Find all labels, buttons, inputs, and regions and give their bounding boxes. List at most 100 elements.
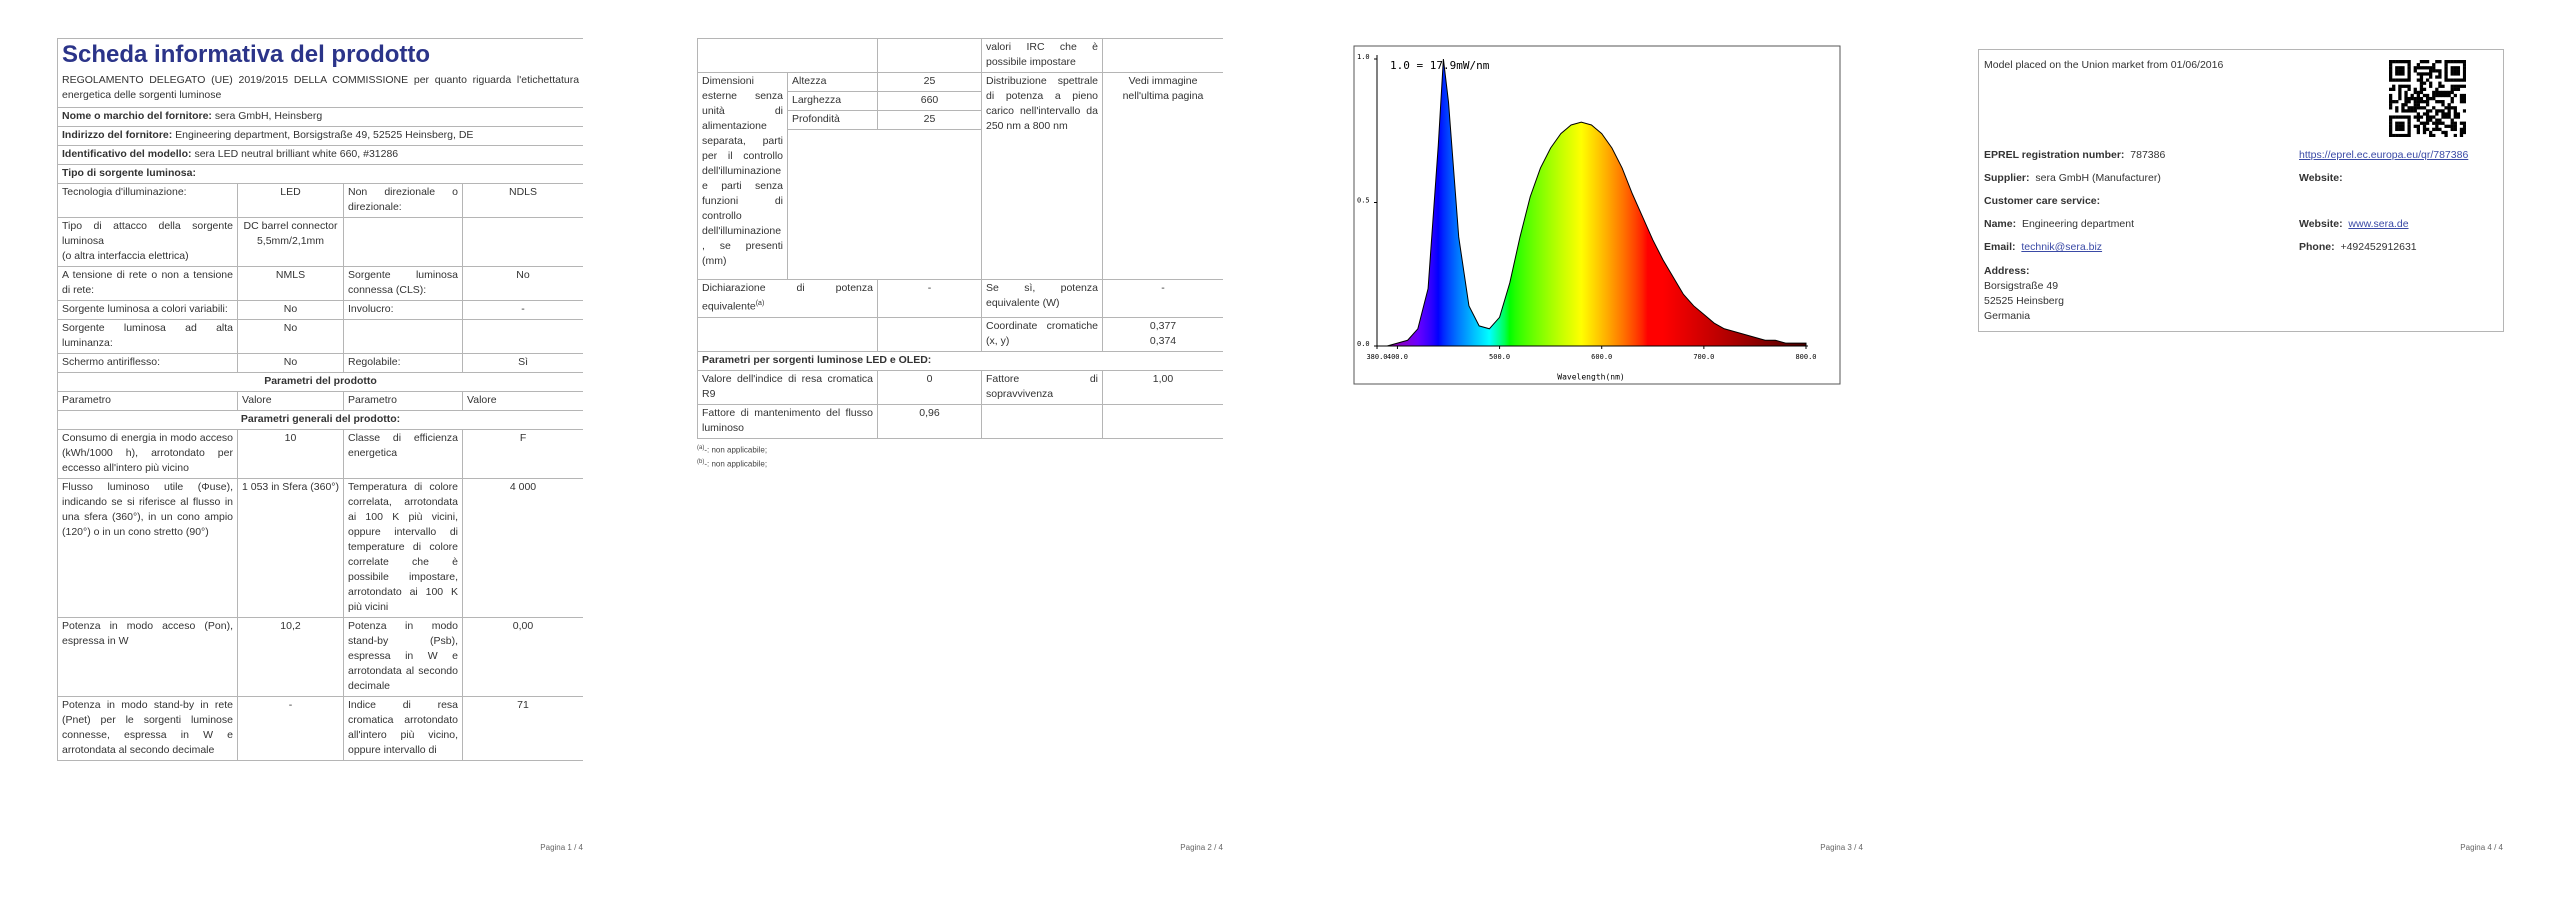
qr-module — [2438, 100, 2442, 104]
qr-module — [2432, 69, 2436, 73]
table-row: Indirizzo del fornitore: Engineering dep… — [57, 126, 583, 146]
qr-module — [2419, 66, 2424, 70]
qr-module — [2429, 84, 2433, 88]
qr-module — [2401, 103, 2405, 107]
qr-module — [2419, 75, 2424, 79]
table-cell: No — [237, 319, 344, 354]
qr-module — [2389, 106, 2393, 110]
table-cell: DC barrel connector 5,5mm/2,1mm — [237, 217, 344, 267]
qr-module — [2432, 121, 2436, 125]
qr-module — [2398, 78, 2402, 82]
qr-module — [2453, 115, 2457, 119]
qr-module — [2444, 133, 2448, 137]
qr-module — [2416, 96, 2420, 101]
qr-module — [2416, 63, 2420, 67]
table-cell: Sorgente luminosa a colori variabili: — [57, 300, 238, 320]
qr-module — [2462, 130, 2466, 135]
table-cell: NDLS — [461, 183, 583, 218]
qr-module — [2395, 60, 2399, 64]
qr-module — [2398, 96, 2402, 101]
x-tick-label: 800.0 — [1795, 353, 1816, 361]
qr-module — [2407, 133, 2411, 137]
table-row: Fattore di mantenimento del flusso lumin… — [697, 403, 1223, 439]
qr-module — [2459, 96, 2464, 101]
qr-module — [2419, 60, 2424, 64]
qr-module — [2401, 66, 2405, 70]
table-cell: No — [237, 353, 344, 373]
qr-module — [2398, 115, 2402, 119]
table-cell: Tecnologia d'illuminazione: — [57, 183, 238, 218]
qr-module — [2407, 63, 2411, 67]
eprel-link[interactable]: https://eprel.ec.europa.eu/qr/787386 — [2299, 149, 2469, 161]
qr-module — [2407, 78, 2411, 82]
qr-module — [2410, 96, 2414, 101]
qr-module — [2416, 78, 2420, 82]
qr-code[interactable] — [2389, 60, 2466, 137]
qr-module — [2432, 127, 2436, 132]
table-cell: No — [461, 266, 583, 301]
qr-module — [2429, 96, 2433, 101]
qr-module — [2438, 84, 2442, 88]
product-table: valori IRC che è possibile impostare Dime… — [697, 38, 1223, 439]
qr-module — [2444, 75, 2448, 79]
qr-module — [2441, 121, 2445, 125]
qr-module — [2459, 60, 2464, 64]
footnote-text: -: non applicabile; — [704, 459, 768, 469]
email-link[interactable]: technik@sera.biz — [2021, 241, 2103, 253]
qr-module — [2429, 118, 2433, 122]
qr-module — [2453, 133, 2457, 137]
table-row: Valore dell'indice di resa cromatica R9 0… — [697, 369, 1223, 405]
qr-module — [2459, 84, 2464, 88]
table-cell: Sorgente luminosa connessa (CLS): — [343, 266, 463, 301]
qr-module — [2389, 93, 2393, 98]
qr-module — [2444, 130, 2448, 135]
table-row: Tecnologia d'illuminazione: LED Non direzi… — [57, 183, 583, 218]
qr-module — [2450, 87, 2454, 91]
qr-module — [2401, 127, 2405, 132]
qr-module — [2413, 106, 2417, 110]
qr-module — [2395, 72, 2399, 76]
qr-module — [2456, 112, 2461, 116]
qr-module — [2462, 75, 2466, 79]
cell-text: 0,377 — [1149, 319, 1177, 332]
qr-module — [2416, 103, 2420, 107]
qr-module — [2447, 60, 2451, 64]
table-cell: LED — [237, 183, 344, 218]
table-cell: 0,377 0,374 — [1102, 316, 1223, 352]
x-tick-label: 600.0 — [1591, 353, 1612, 361]
qr-module — [2407, 124, 2411, 128]
qr-module — [2404, 100, 2408, 104]
table-cell: 1,00 — [1102, 369, 1223, 405]
qr-module — [2422, 100, 2427, 104]
qr-module — [2422, 93, 2427, 98]
qr-module — [2404, 103, 2408, 107]
qr-module — [2441, 90, 2445, 95]
table-cell: Coordinate cromatiche (x, y) — [981, 316, 1103, 352]
footnote: (a)-: non applicabile; — [697, 445, 767, 455]
qr-module — [2407, 130, 2411, 135]
qr-module — [2398, 84, 2402, 88]
qr-module — [2438, 93, 2442, 98]
table-wrap: Scheda informativa del prodotto REGOLAMEN… — [57, 38, 583, 820]
qr-module — [2444, 69, 2448, 73]
table-cell: Valore — [237, 391, 344, 411]
qr-module — [2398, 72, 2402, 76]
website-link[interactable]: www.sera.de — [2348, 218, 2409, 230]
qr-module — [2432, 63, 2436, 67]
qr-module — [2435, 69, 2439, 73]
qr-module — [2404, 90, 2408, 95]
qr-module — [2453, 78, 2457, 82]
qr-module — [2432, 106, 2436, 110]
table-row: Potenza in modo acceso (Pon), espressa i… — [57, 617, 583, 697]
qr-module — [2450, 90, 2454, 95]
label-box — [1978, 49, 2504, 332]
qr-module — [2450, 100, 2454, 104]
qr-module — [2389, 72, 2393, 76]
qr-module — [2416, 115, 2420, 119]
table-cell: Dichiarazione di potenza equivalente(a) — [697, 279, 878, 318]
qr-module — [2395, 124, 2399, 128]
table-cell: 10,2 — [237, 617, 344, 697]
qr-module — [2416, 118, 2420, 122]
qr-module — [2444, 60, 2448, 64]
footnote-mark: (b) — [697, 459, 705, 465]
